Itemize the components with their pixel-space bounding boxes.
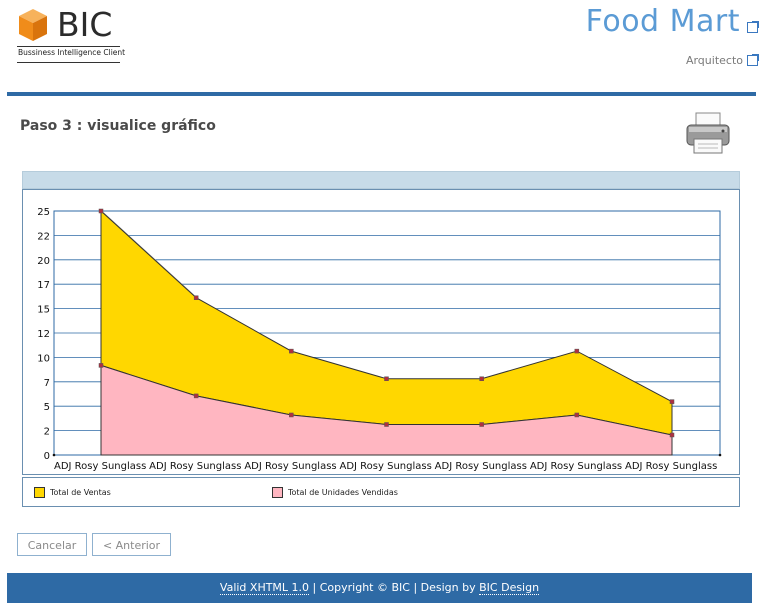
header-rule — [7, 92, 756, 96]
printer-icon[interactable] — [684, 111, 732, 155]
y-tick-label: 12 — [37, 329, 50, 340]
y-tick-label: 10 — [37, 353, 50, 364]
cancel-button[interactable]: Cancelar — [17, 533, 87, 556]
y-tick-label: 17 — [37, 280, 50, 291]
x-tick-label: ADJ Rosy Sunglass — [149, 461, 241, 472]
data-point — [289, 412, 294, 418]
external-link-icon[interactable] — [747, 54, 759, 66]
y-tick-label: 22 — [37, 231, 50, 242]
x-tick-label: ADJ Rosy Sunglass — [340, 461, 432, 472]
axis-origin-dot — [52, 453, 56, 457]
x-tick-label: ADJ Rosy Sunglass — [54, 461, 146, 472]
design-link[interactable]: BIC Design — [479, 581, 540, 595]
y-tick-label: 20 — [37, 256, 50, 267]
chart-panel: 0 2 5 7 10 12 15 17 20 22 25 ADJ Rosy Sunglass ADJ R… — [22, 189, 740, 475]
logo-name: BIC — [57, 5, 113, 44]
legend-label-unidades: Total de Unidades Vendidas — [288, 488, 398, 497]
y-tick-label: 7 — [44, 378, 50, 389]
data-point — [479, 376, 484, 381]
role-link[interactable]: Arquitecto — [685, 54, 743, 67]
chart-legend: Total de Ventas Total de Unidades Vendid… — [22, 477, 740, 507]
legend-label-ventas: Total de Ventas — [50, 488, 111, 497]
logo-subtitle: Bussiness Intelligence Client — [18, 48, 126, 57]
legend-item-ventas: Total de Ventas — [34, 487, 111, 498]
cube-icon — [19, 9, 47, 41]
legend-item-unidades: Total de Unidades Vendidas — [272, 487, 398, 498]
bic-logo: BIC Bussiness Intelligence Client — [16, 5, 126, 67]
data-point — [669, 399, 675, 404]
valid-xhtml-link[interactable]: Valid XHTML 1.0 — [219, 581, 310, 595]
footer: Valid XHTML 1.0 | Copyright © BIC | Desi… — [7, 573, 752, 603]
logo-divider-bottom — [17, 62, 120, 63]
data-point — [289, 348, 294, 354]
app-title[interactable]: Food Mart — [585, 4, 740, 39]
data-point — [98, 208, 104, 214]
external-link-icon[interactable] — [747, 21, 759, 33]
data-point — [479, 422, 484, 427]
y-tick-label: 5 — [44, 402, 50, 413]
axis-end-dot — [718, 453, 722, 457]
data-point — [384, 422, 389, 427]
x-tick-label: ADJ Rosy Sunglass — [530, 461, 622, 472]
data-point — [574, 348, 580, 354]
x-tick-label: ADJ Rosy Sunglass — [435, 461, 527, 472]
data-point — [384, 376, 389, 381]
data-point — [669, 432, 675, 438]
y-tick-label: 15 — [37, 305, 50, 316]
y-tick-label: 25 — [37, 207, 50, 218]
data-point — [574, 412, 580, 418]
legend-swatch-ventas — [34, 487, 45, 498]
page-title: Paso 3 : visualice gráfico — [20, 118, 216, 134]
chart-container: 0 2 5 7 10 12 15 17 20 22 25 ADJ Rosy Sunglass ADJ R… — [22, 171, 740, 507]
data-point — [193, 295, 199, 300]
chart-header-bar — [22, 171, 740, 189]
data-point — [193, 393, 199, 399]
footer-copyright: | Copyright © BIC | Design by — [309, 581, 480, 594]
data-point — [98, 363, 104, 368]
back-button[interactable]: < Anterior — [92, 533, 171, 556]
y-tick-label: 2 — [44, 427, 50, 438]
x-tick-label: ADJ Rosy Sunglass — [625, 461, 717, 472]
y-tick-label: 0 — [44, 451, 50, 462]
logo-divider — [17, 46, 120, 47]
series-area-unidades — [100, 364, 673, 456]
legend-swatch-unidades — [272, 487, 283, 498]
x-tick-label: ADJ Rosy Sunglass — [244, 461, 336, 472]
